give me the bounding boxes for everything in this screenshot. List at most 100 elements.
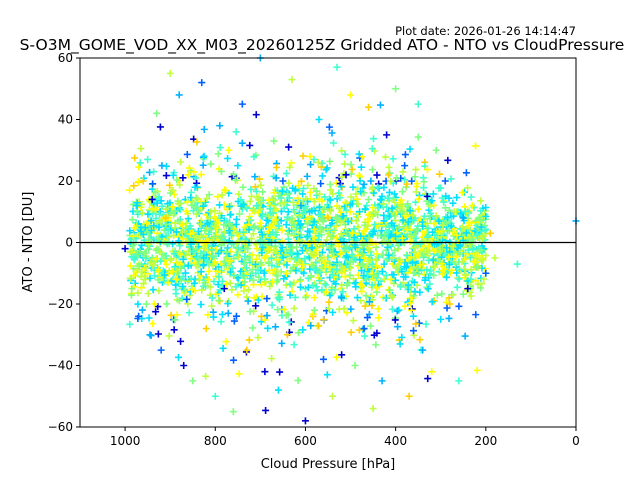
scatter-point (453, 283, 461, 291)
scatter-point (216, 122, 224, 130)
scatter-point (191, 233, 199, 241)
scatter-point (214, 219, 222, 227)
scatter-point (162, 162, 170, 170)
scatter-point (395, 223, 403, 231)
scatter-point (380, 217, 388, 225)
scatter-point (386, 286, 394, 294)
scatter-point (385, 251, 393, 259)
scatter-point (288, 288, 296, 296)
scatter-point (329, 190, 337, 198)
scatter-point (255, 196, 263, 204)
scatter-point (147, 258, 155, 266)
scatter-point (413, 180, 421, 188)
scatter-point (200, 152, 208, 160)
scatter-point (179, 255, 187, 263)
scatter-point (184, 277, 192, 285)
scatter-point (328, 129, 336, 137)
scatter-point (380, 275, 388, 283)
scatter-point (218, 310, 226, 318)
scatter-point (346, 201, 354, 209)
scatter-point (360, 272, 368, 280)
scatter-point (449, 212, 457, 220)
scatter-point (181, 269, 189, 277)
scatter-point (297, 177, 305, 185)
scatter-point (144, 155, 152, 163)
scatter-point (299, 152, 307, 160)
scatter-point (142, 264, 150, 272)
scatter-point (281, 198, 289, 206)
scatter-point (172, 290, 180, 298)
scatter-point (177, 276, 185, 284)
scatter-point (273, 267, 281, 275)
scatter-point (357, 297, 365, 305)
scatter-point (211, 392, 219, 400)
scatter-point (144, 289, 152, 297)
x-tick-label: 200 (474, 434, 497, 448)
scatter-point (319, 242, 327, 250)
scatter-point (269, 209, 277, 217)
scatter-point (244, 245, 252, 253)
scatter-point (177, 337, 185, 345)
scatter-point (415, 195, 423, 203)
scatter-point (332, 280, 340, 288)
scatter-point (289, 198, 297, 206)
scatter-point (333, 265, 341, 273)
scatter-point (473, 366, 481, 374)
scatter-point (391, 246, 399, 254)
scatter-point (306, 152, 314, 160)
scatter-point (193, 210, 201, 218)
scatter-point (382, 271, 390, 279)
scatter-point (210, 278, 218, 286)
scatter-point (164, 279, 172, 287)
scatter-point (361, 332, 369, 340)
scatter-point (312, 265, 320, 273)
scatter-point (220, 285, 228, 293)
scatter-point (343, 200, 351, 208)
scatter-point (316, 268, 324, 276)
scatter-point (215, 263, 223, 271)
scatter-point (340, 238, 348, 246)
scatter-point (191, 203, 199, 211)
scatter-point (157, 346, 165, 354)
scatter-point (285, 227, 293, 235)
scatter-point (280, 305, 288, 313)
scatter-point (340, 305, 348, 313)
scatter-point (449, 291, 457, 299)
scatter-point (459, 290, 467, 298)
scatter-point (349, 275, 357, 283)
scatter-point (207, 208, 215, 216)
scatter-point (456, 250, 464, 258)
scatter-point (230, 317, 238, 325)
scatter-point (219, 344, 227, 352)
scatter-point (358, 287, 366, 295)
scatter-point (348, 165, 356, 173)
scatter-point (166, 69, 174, 77)
scatter-point (235, 210, 243, 218)
scatter-point (367, 251, 375, 259)
scatter-point (315, 116, 323, 123)
scatter-point (282, 246, 290, 254)
scatter-point (259, 188, 267, 196)
scatter-point (398, 234, 406, 242)
scatter-point (317, 163, 325, 171)
scatter-point (165, 332, 173, 340)
scatter-point (412, 234, 420, 242)
scatter-point (163, 260, 171, 268)
scatter-point (325, 123, 333, 131)
scatter-point (255, 273, 263, 281)
scatter-point (368, 185, 376, 193)
scatter-point (338, 212, 346, 220)
scatter-point (361, 205, 369, 213)
scatter-point (384, 243, 392, 251)
scatter-point (246, 197, 254, 205)
scatter-point (147, 226, 155, 234)
scatter-point (365, 103, 373, 111)
scatter-point (310, 155, 318, 163)
scatter-point (198, 79, 206, 87)
scatter-point (128, 285, 136, 293)
scatter-point (216, 286, 224, 294)
scatter-point (292, 267, 300, 275)
scatter-point (241, 278, 249, 286)
scatter-point (482, 269, 490, 277)
scatter-point (285, 143, 293, 151)
